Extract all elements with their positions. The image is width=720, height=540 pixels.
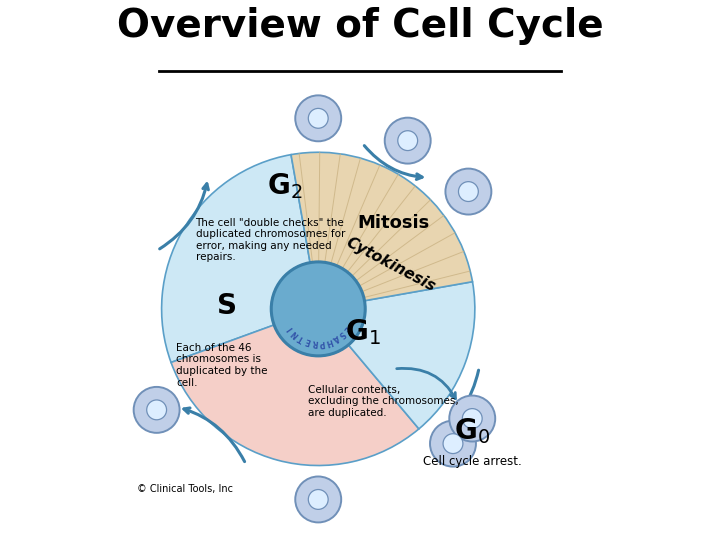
- Wedge shape: [348, 282, 475, 429]
- Circle shape: [449, 396, 495, 442]
- Circle shape: [459, 181, 478, 201]
- Circle shape: [147, 400, 166, 420]
- Text: T: T: [297, 333, 305, 343]
- Wedge shape: [161, 154, 310, 362]
- Text: The cell "double checks" the
duplicated chromosomes for
error, making any needed: The cell "double checks" the duplicated …: [196, 218, 345, 262]
- Text: S: S: [217, 292, 237, 320]
- Circle shape: [308, 109, 328, 128]
- Text: A: A: [330, 333, 341, 343]
- Circle shape: [443, 434, 463, 454]
- Text: R: R: [311, 338, 318, 347]
- Circle shape: [430, 421, 476, 467]
- Circle shape: [271, 262, 365, 356]
- Text: G$_1$: G$_1$: [345, 318, 380, 347]
- Text: Mitosis: Mitosis: [358, 214, 430, 232]
- Text: Each of the 46
chromosomes is
duplicated by the
cell.: Each of the 46 chromosomes is duplicated…: [176, 343, 268, 388]
- Text: © Clinical Tools, Inc: © Clinical Tools, Inc: [137, 484, 233, 494]
- Text: G$_0$: G$_0$: [454, 417, 490, 447]
- Circle shape: [295, 96, 341, 141]
- Circle shape: [462, 409, 482, 428]
- Text: E: E: [304, 336, 312, 346]
- Text: Cytokinesis: Cytokinesis: [343, 234, 438, 294]
- Circle shape: [295, 476, 341, 522]
- Circle shape: [397, 131, 418, 151]
- Circle shape: [446, 168, 491, 214]
- Text: Overview of Cell Cycle: Overview of Cell Cycle: [117, 7, 603, 45]
- Circle shape: [134, 387, 179, 433]
- Text: H: H: [325, 336, 333, 346]
- Text: S: S: [336, 329, 346, 339]
- Circle shape: [384, 118, 431, 164]
- Text: N: N: [290, 328, 301, 339]
- Text: E: E: [341, 323, 351, 333]
- Text: G$_2$: G$_2$: [266, 171, 302, 201]
- Circle shape: [308, 490, 328, 509]
- Wedge shape: [171, 325, 419, 465]
- Wedge shape: [291, 152, 472, 301]
- Text: P: P: [318, 338, 325, 347]
- Text: I: I: [286, 325, 295, 332]
- Text: Cell cycle arrest.: Cell cycle arrest.: [423, 455, 521, 468]
- Text: Cellular contents,
excluding the chromosomes,
are duplicated.: Cellular contents, excluding the chromos…: [307, 384, 459, 418]
